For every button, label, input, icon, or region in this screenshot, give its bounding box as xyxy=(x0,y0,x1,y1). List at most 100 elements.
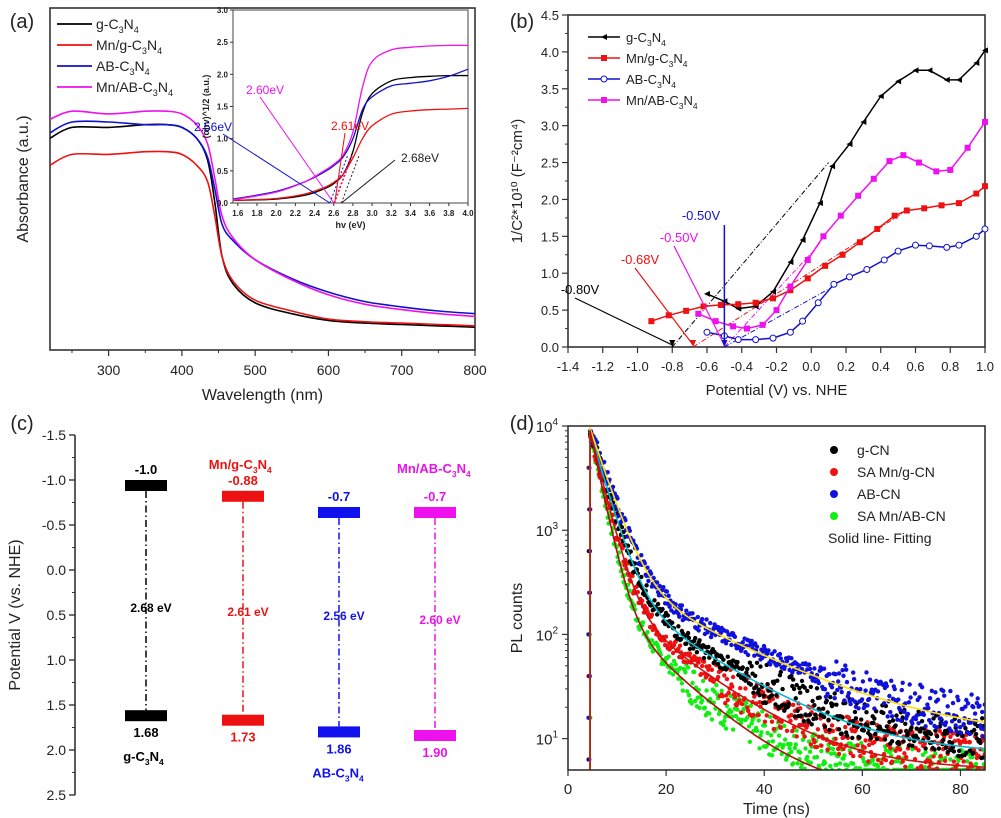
y-tick-label: 103 xyxy=(536,521,559,540)
data-point xyxy=(730,727,736,732)
inset-y-axis-label: (αhv)^1/2 (a.u.) xyxy=(201,75,211,139)
data-point xyxy=(670,672,676,677)
data-point xyxy=(686,693,692,698)
data-point xyxy=(867,677,873,682)
legend-label: AB-C3N4 xyxy=(96,58,150,77)
data-point xyxy=(735,301,742,308)
data-point xyxy=(921,712,927,717)
data-point xyxy=(768,714,773,719)
data-point xyxy=(895,717,900,722)
legend-note: Solid line- Fitting xyxy=(828,530,932,546)
vb-label: 1.73 xyxy=(230,730,255,745)
data-point xyxy=(934,766,940,770)
data-point xyxy=(875,764,881,769)
data-point xyxy=(743,650,748,655)
data-point xyxy=(732,634,738,639)
data-point xyxy=(739,701,745,707)
data-point xyxy=(795,708,800,713)
x-tick-label: 600 xyxy=(317,362,341,378)
data-point xyxy=(887,719,892,725)
data-point xyxy=(751,728,756,734)
data-point xyxy=(851,753,856,759)
data-point xyxy=(787,259,794,266)
data-point xyxy=(793,742,798,747)
data-point xyxy=(848,751,853,756)
panel-a: (a) 300 400 500 600 700 800 Wavelength (nm) Abso… xyxy=(10,6,487,404)
inset-x-tick-label: 4.0 xyxy=(462,209,474,218)
data-point xyxy=(667,604,672,609)
data-point xyxy=(759,730,764,735)
legend-marker xyxy=(601,55,607,61)
data-point xyxy=(776,662,782,667)
data-point xyxy=(655,601,661,607)
data-point xyxy=(830,702,836,707)
inset-y-tick-label: 2.5 xyxy=(217,38,229,47)
x-tick-label: 0.6 xyxy=(906,359,924,374)
data-point xyxy=(866,759,871,764)
legend-marker xyxy=(600,75,608,83)
data-point xyxy=(928,720,934,725)
data-point xyxy=(951,749,957,754)
data-point xyxy=(814,744,820,750)
data-point xyxy=(819,743,824,748)
data-point xyxy=(879,760,884,766)
data-point xyxy=(840,715,845,720)
y-tick-label: 4.5 xyxy=(541,8,559,23)
cb-label: -0.88 xyxy=(228,473,258,488)
data-point xyxy=(782,723,787,729)
data-point xyxy=(903,721,908,726)
data-point xyxy=(741,706,746,712)
data-point xyxy=(868,736,874,741)
data-point xyxy=(941,688,946,694)
data-point xyxy=(637,627,642,632)
data-point xyxy=(803,746,808,751)
data-point xyxy=(745,708,751,713)
data-point xyxy=(900,680,905,685)
data-point xyxy=(828,763,833,769)
data-point xyxy=(648,318,655,325)
data-point xyxy=(673,602,678,607)
data-point xyxy=(808,742,813,747)
data-point xyxy=(865,723,870,728)
annotation-arrow xyxy=(222,133,331,204)
y-tick-label: 0.5 xyxy=(541,303,559,318)
data-point xyxy=(881,765,886,770)
cb-bar xyxy=(222,490,264,502)
data-point xyxy=(763,700,768,706)
data-point xyxy=(914,726,919,731)
data-point xyxy=(720,694,725,699)
data-point xyxy=(932,747,937,752)
bandgap-annotation: 2.68eV xyxy=(401,151,439,165)
inset-x-tick-label: 2.8 xyxy=(347,209,359,218)
data-point xyxy=(846,141,853,148)
data-point xyxy=(783,737,788,742)
data-point xyxy=(762,723,768,728)
data-point xyxy=(805,754,810,760)
data-point xyxy=(649,638,655,643)
data-point xyxy=(813,716,819,721)
data-point xyxy=(821,706,826,711)
data-point xyxy=(799,678,805,684)
data-point xyxy=(715,661,721,667)
data-point xyxy=(964,759,970,764)
data-point xyxy=(858,753,863,759)
data-point xyxy=(949,728,954,734)
data-point xyxy=(813,712,818,717)
data-point xyxy=(647,624,653,630)
x-tick-label: 700 xyxy=(390,362,414,378)
data-point xyxy=(724,676,730,682)
data-point xyxy=(885,714,890,719)
data-point xyxy=(810,698,815,704)
data-point xyxy=(770,295,777,302)
data-point xyxy=(917,695,922,700)
data-point xyxy=(958,730,964,736)
data-point xyxy=(905,731,911,736)
y-tick-label: 102 xyxy=(536,625,559,644)
data-point xyxy=(814,754,820,760)
data-point xyxy=(851,676,857,682)
material-name: Mn/g-C3N4 xyxy=(209,457,272,475)
data-point xyxy=(871,720,876,726)
data-point xyxy=(931,716,936,721)
data-point xyxy=(701,659,707,664)
data-point xyxy=(853,716,859,721)
